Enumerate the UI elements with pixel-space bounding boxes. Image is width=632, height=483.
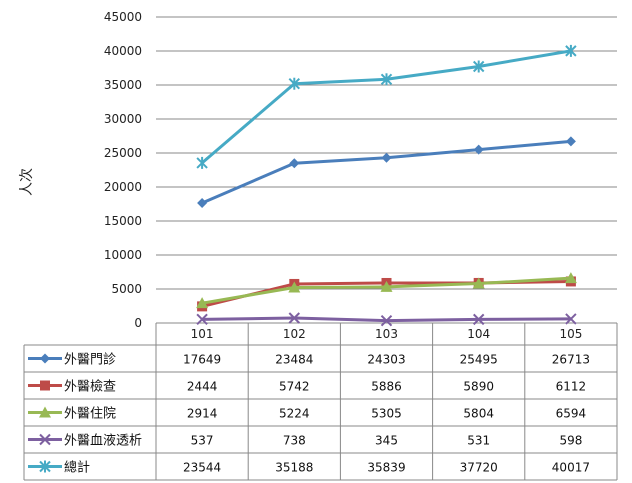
legend-label: 外醫門診 [64, 352, 116, 368]
series-lines [196, 44, 577, 327]
data-label: 5886 [371, 380, 402, 394]
data-point-x [472, 313, 485, 326]
series-2 [196, 272, 577, 309]
data-label: 6112 [556, 380, 587, 394]
data-label: 17649 [183, 353, 221, 367]
data-point-square [40, 380, 50, 391]
data-point-star [472, 60, 485, 73]
data-label: 2444 [187, 380, 218, 394]
y-axis-ticks: 0 5000 10000 15000 20000 25000 30000 35000 40000… [104, 10, 142, 330]
data-point-star [565, 44, 577, 57]
legend-label: 外醫血液透析 [64, 434, 142, 449]
data-label: 5742 [279, 380, 310, 394]
y-tick-label: 35000 [104, 78, 142, 92]
data-point-x [288, 312, 301, 324]
x-tick-label: 101 [191, 327, 214, 341]
data-label: 531 [467, 434, 490, 448]
y-axis-label: 人次 [19, 168, 35, 196]
y-tick-label: 40000 [104, 44, 142, 58]
y-tick-label: 25000 [104, 146, 142, 160]
legend-key [28, 406, 62, 418]
y-tick-label: 0 [134, 316, 142, 330]
data-point-star [380, 73, 393, 86]
series-0 [197, 136, 576, 208]
data-point-triangle [288, 281, 301, 293]
data-point-triangle [39, 406, 51, 418]
data-point-x [39, 433, 51, 446]
data-point-x [565, 313, 577, 325]
data-label: 35188 [275, 461, 313, 475]
data-label: 40017 [552, 461, 590, 475]
legend-label: 外醫住院 [64, 407, 116, 422]
data-point-star [196, 156, 208, 169]
data-label: 24303 [367, 353, 405, 367]
data-table: 101 102 103 104 105 外醫門診 17649 23484 24303 25495 2… [23, 322, 618, 481]
gridlines [156, 16, 617, 324]
data-label: 5224 [279, 407, 310, 421]
legend-key [28, 380, 62, 391]
data-label: 26713 [552, 353, 590, 367]
y-tick-label: 15000 [104, 214, 142, 228]
data-label: 5804 [463, 407, 494, 421]
x-tick-label: 105 [559, 327, 582, 341]
x-tick-label: 104 [467, 327, 490, 341]
data-point-triangle [564, 272, 577, 284]
data-point-diamond [289, 158, 300, 169]
data-label: 598 [559, 434, 582, 448]
y-tick-label: 5000 [111, 282, 142, 296]
data-point-diamond [565, 136, 576, 147]
y-tick-label: 30000 [104, 112, 142, 126]
data-point-triangle [472, 277, 485, 289]
data-label: 23544 [183, 461, 221, 475]
data-label: 537 [191, 434, 214, 448]
legend-label: 總計 [64, 460, 90, 476]
data-point-diamond [197, 197, 208, 208]
data-label: 2914 [187, 407, 218, 421]
legend-key [28, 433, 62, 446]
data-point-diamond [473, 144, 484, 155]
data-label: 5890 [463, 380, 494, 394]
series-3 [196, 312, 577, 327]
data-label: 5305 [371, 407, 402, 421]
data-label: 23484 [275, 353, 313, 367]
y-tick-label: 20000 [104, 180, 142, 194]
data-label: 25495 [460, 353, 498, 367]
data-label: 37720 [460, 461, 498, 475]
y-tick-label: 45000 [104, 10, 142, 24]
series-4 [196, 44, 577, 169]
x-tick-label: 102 [283, 327, 306, 341]
data-point-x [380, 314, 393, 327]
data-point-diamond [381, 152, 392, 163]
data-point-star [288, 77, 301, 90]
data-point-triangle [380, 280, 393, 292]
data-label: 345 [375, 434, 398, 448]
data-point-star [39, 460, 51, 473]
data-point-triangle [196, 297, 209, 309]
legend-key [28, 353, 62, 364]
data-point-x [196, 313, 208, 326]
legend-key [28, 460, 62, 473]
x-tick-label: 103 [375, 327, 398, 341]
legend-label: 外醫檢查 [64, 379, 116, 395]
data-label: 738 [283, 434, 306, 448]
y-tick-label: 10000 [104, 248, 142, 262]
series-line [201, 139, 572, 205]
data-point-diamond [40, 353, 50, 364]
data-label: 6594 [556, 407, 587, 421]
data-label: 35839 [367, 461, 405, 475]
